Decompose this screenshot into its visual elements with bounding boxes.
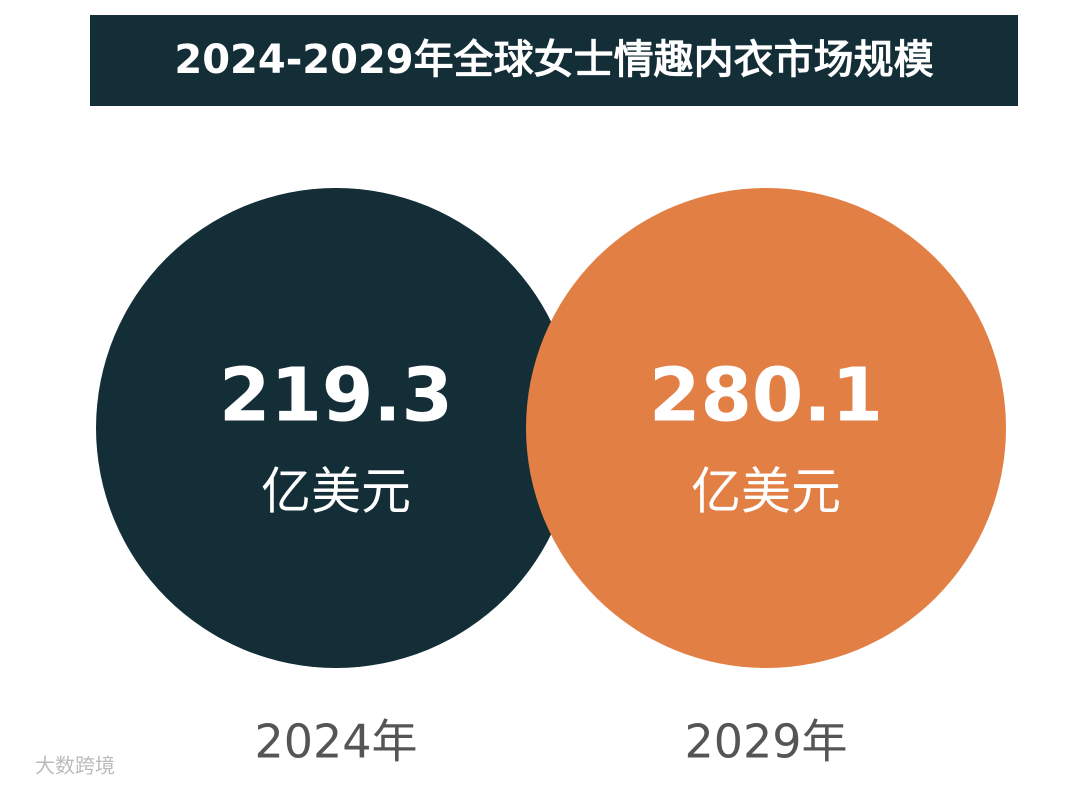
value: 219.3: [219, 353, 453, 439]
title: 2024-2029年全球女士情趣内衣市场规模: [174, 37, 933, 83]
value: 280.1: [649, 353, 883, 439]
circle: [526, 188, 1006, 668]
year: 2029年: [684, 715, 847, 769]
unit: 亿美元: [691, 463, 841, 521]
items: 219.3 亿美元 2024年 280.1 亿美元 2029年: [96, 188, 1006, 769]
unit: 亿美元: [261, 463, 411, 521]
title-box: [90, 15, 1018, 106]
year: 2024年: [254, 715, 417, 769]
watermark: 大数跨境: [35, 754, 115, 778]
circle: [96, 188, 576, 668]
